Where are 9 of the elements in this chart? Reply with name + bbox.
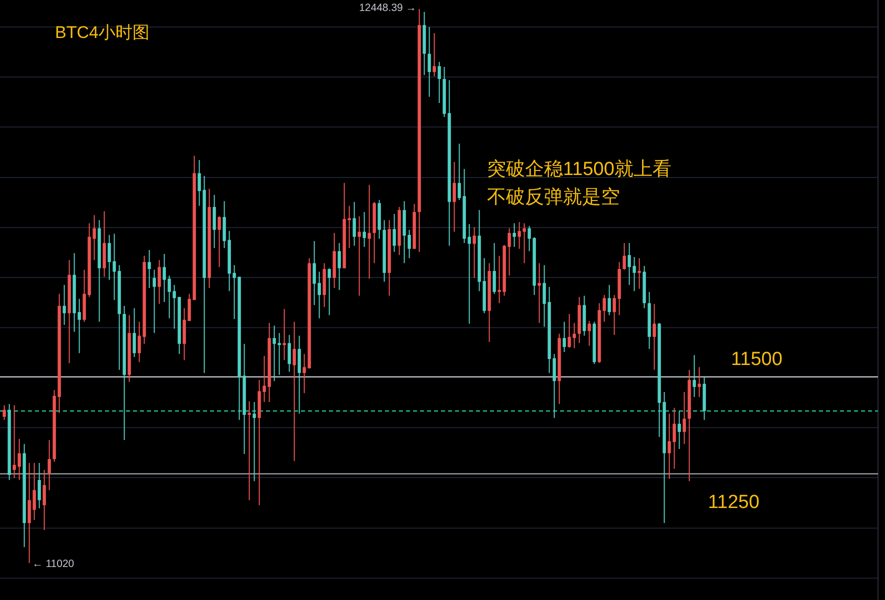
ref-line: 11500 [0,348,878,378]
annotation: ← 11020 [32,558,74,570]
annotation: 12448.39 → [359,2,416,14]
annotation: 突破企稳11500就上看 [487,158,672,180]
ref-line-label: 11500 [731,348,782,370]
ref-line: 11250 [0,473,878,513]
ref-line-label: 11250 [708,492,760,513]
annotation: 不破反弹就是空 [487,186,620,208]
text: BTC4小时图 [55,23,150,42]
